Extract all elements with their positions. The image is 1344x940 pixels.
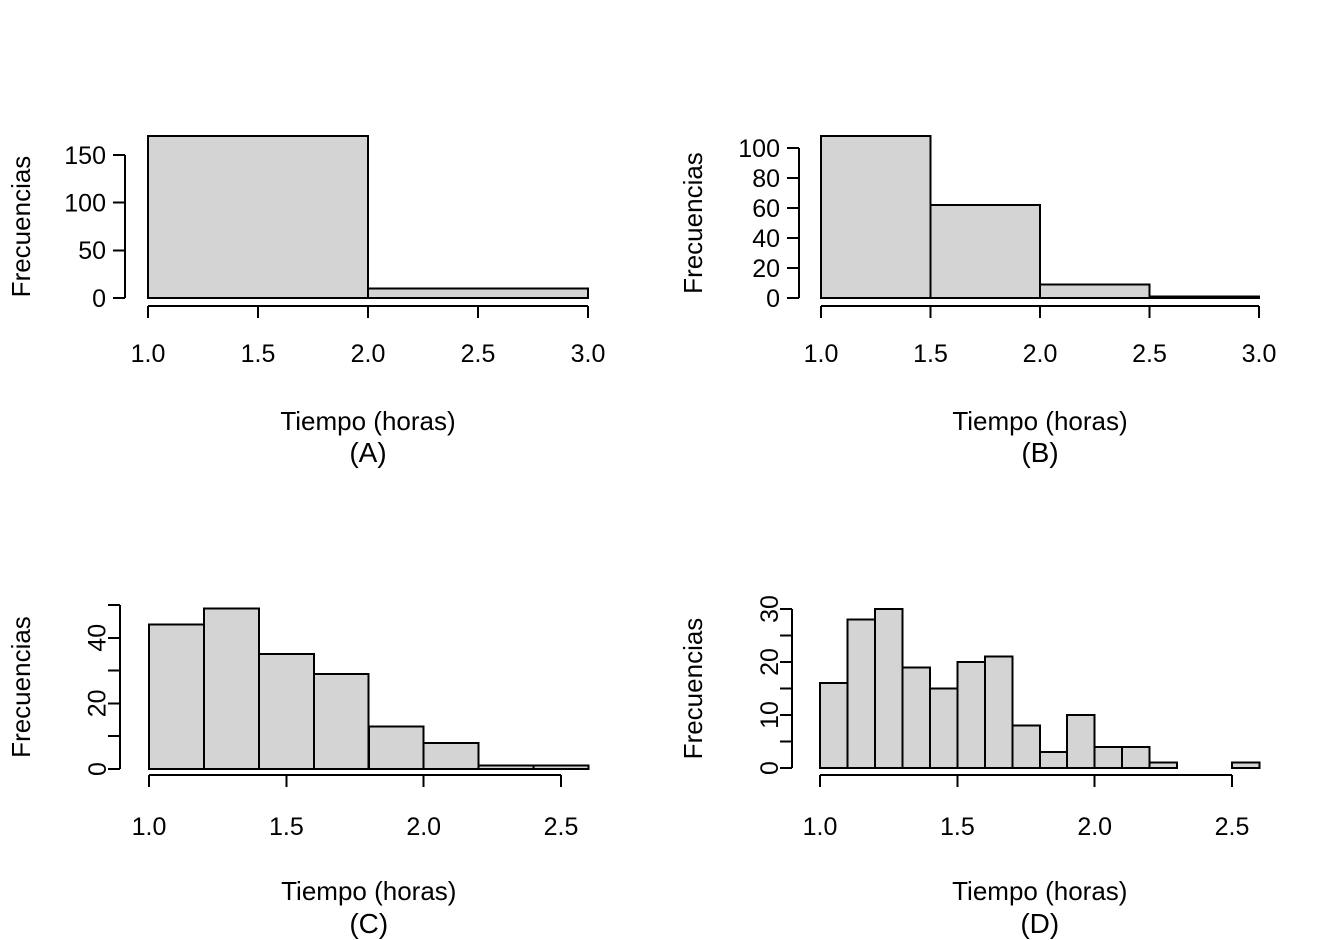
histogram-bar — [819, 682, 849, 769]
y-tick-label: 40 — [84, 624, 112, 652]
histogram-bar — [1066, 714, 1096, 769]
y-tick-label: 10 — [756, 701, 784, 729]
x-tick-label: 1.0 — [804, 340, 839, 368]
x-tick-label: 2.5 — [1215, 813, 1250, 841]
y-tick-label: 100 — [738, 135, 780, 163]
panel-letter: (A) — [349, 437, 386, 468]
panel-letter: (D) — [1020, 908, 1059, 939]
y-axis: 0 50 100 150 — [64, 142, 126, 313]
y-axis-title: Frecuencias — [6, 616, 36, 758]
histogram-bars — [148, 607, 590, 771]
y-tick-label: 150 — [64, 142, 106, 170]
x-axis-title: Tiempo (horas) — [952, 876, 1127, 906]
y-axis: 0 10 20 30 — [756, 595, 793, 775]
histogram-bar — [367, 725, 425, 770]
histogram-bar — [257, 653, 315, 770]
histogram-bar — [147, 134, 369, 299]
histogram-bar — [202, 607, 260, 770]
x-axis-title: Tiempo (horas) — [280, 406, 455, 436]
histogram-bar — [477, 764, 535, 771]
x-tick-label: 1.5 — [940, 813, 975, 841]
y-tick-label: 100 — [64, 189, 106, 217]
histogram-bar — [873, 608, 904, 769]
x-axis: 1.0 1.5 2.0 2.5 3.0 — [131, 305, 606, 368]
y-tick-label: 20 — [756, 648, 784, 676]
histogram-bar — [846, 618, 876, 769]
x-axis: 1.0 1.5 2.0 2.5 3.0 — [804, 305, 1277, 368]
panel-letter: (C) — [349, 908, 388, 939]
x-tick-label: 2.0 — [1023, 340, 1058, 368]
x-tick-label: 1.0 — [803, 813, 838, 841]
histogram-bar — [1121, 745, 1151, 769]
panel-letter: (B) — [1021, 437, 1058, 468]
histogram-panel-a: 0 50 100 150 1.0 1.5 2.0 2.5 3.0 Frecuencias Tiemp… — [6, 134, 606, 468]
y-tick-label: 60 — [752, 195, 780, 223]
y-tick-label: 80 — [752, 165, 780, 193]
histogram-bar — [532, 764, 590, 771]
histogram-bar — [820, 135, 932, 299]
x-tick-label: 3.0 — [1242, 340, 1277, 368]
x-axis-title: Tiempo (horas) — [281, 876, 456, 906]
x-tick-label: 2.0 — [351, 340, 386, 368]
x-tick-label: 1.0 — [132, 813, 167, 841]
y-axis-title: Frecuencias — [678, 152, 708, 294]
histogram-bar — [1039, 283, 1151, 299]
histogram-bar — [929, 204, 1041, 299]
histogram-bar — [1148, 761, 1179, 770]
histogram-panel-d: 0 10 20 30 1.0 1.5 2.0 2.5 Frecuencias Tiempo (ho… — [678, 595, 1261, 939]
y-tick-label: 0 — [766, 285, 780, 313]
x-axis-title: Tiempo (horas) — [952, 406, 1127, 436]
x-tick-label: 3.0 — [571, 340, 606, 368]
y-axis-title: Frecuencias — [678, 618, 708, 760]
histogram-bar — [1038, 751, 1069, 770]
histogram-panel-c: 0 20 40 1.0 1.5 2.0 2.5 Frecuencias Tiempo (hora… — [6, 604, 590, 939]
x-axis: 1.0 1.5 2.0 2.5 — [803, 774, 1250, 841]
y-tick-label: 30 — [756, 595, 784, 623]
histogram-bar — [367, 287, 589, 299]
histogram-bar — [1148, 295, 1260, 299]
y-tick-label: 20 — [84, 689, 112, 717]
y-tick-label: 0 — [92, 285, 106, 313]
y-axis-title: Frecuencias — [6, 156, 36, 298]
histogram-bar — [422, 741, 480, 770]
histogram-bar — [1093, 745, 1124, 769]
x-tick-label: 2.5 — [544, 813, 579, 841]
histogram-bar — [928, 687, 959, 769]
y-tick-label: 20 — [752, 255, 780, 283]
x-tick-label: 2.5 — [461, 340, 496, 368]
x-tick-label: 1.5 — [269, 813, 304, 841]
histogram-bars — [820, 135, 1260, 299]
x-axis: 1.0 1.5 2.0 2.5 — [132, 774, 579, 841]
histogram-bar — [312, 672, 370, 770]
x-tick-label: 2.0 — [1077, 813, 1112, 841]
histogram-bars — [819, 608, 1261, 770]
y-axis: 0 20 40 — [84, 604, 121, 776]
histogram-bar — [901, 666, 931, 769]
histogram-bar — [148, 623, 205, 770]
y-tick-label: 40 — [752, 225, 780, 253]
x-tick-label: 1.5 — [913, 340, 948, 368]
histogram-bars — [147, 134, 589, 299]
y-tick-label: 50 — [78, 237, 106, 265]
histogram-bar — [983, 655, 1014, 769]
x-tick-label: 1.5 — [241, 340, 276, 368]
histogram-bar — [1011, 724, 1041, 770]
histogram-bar — [956, 661, 986, 769]
histogram-bar — [1231, 761, 1261, 770]
x-tick-label: 1.0 — [131, 340, 166, 368]
x-tick-label: 2.0 — [406, 813, 441, 841]
y-tick-label: 0 — [84, 762, 112, 776]
x-tick-label: 2.5 — [1132, 340, 1167, 368]
y-tick-label: 0 — [756, 761, 784, 775]
